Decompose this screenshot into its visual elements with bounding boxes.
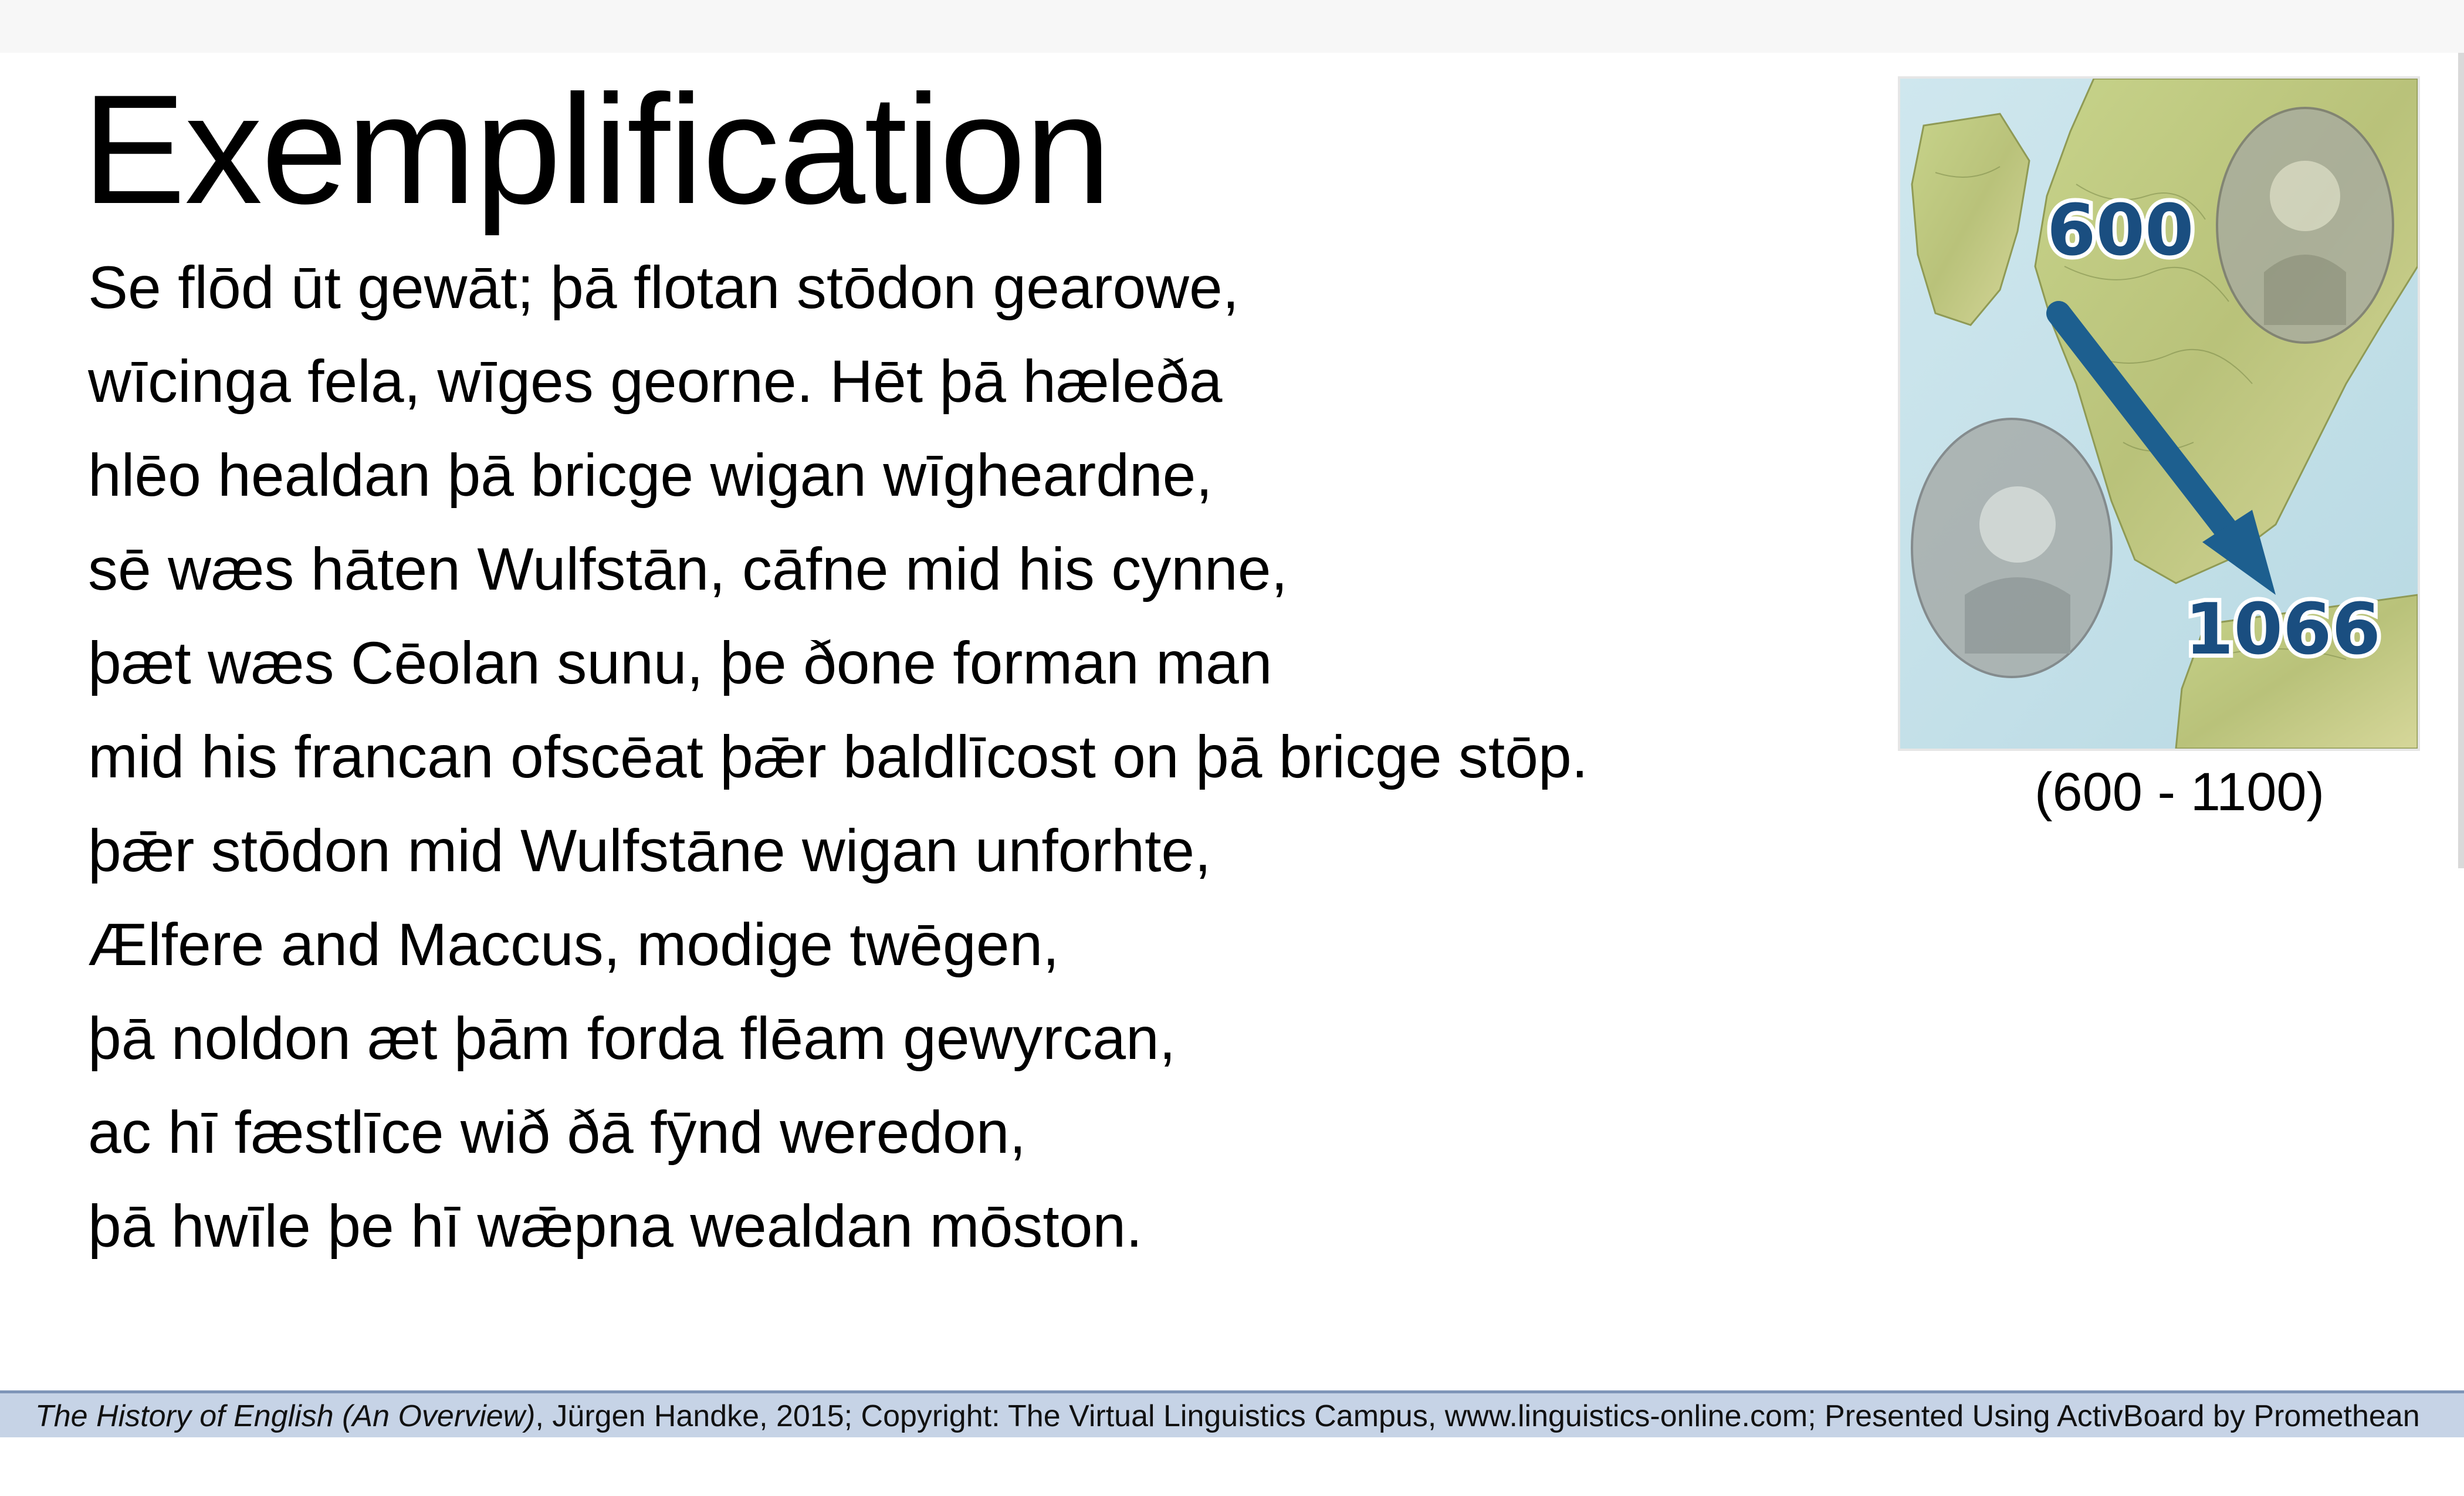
poem-line: wīcinga fela, wīges georne. Hēt þā hæleð…: [88, 348, 1223, 415]
poem-line: þǣr stōdon mid Wulfstāne wigan unforhte,: [88, 817, 1211, 884]
map-caption: (600 - 1100): [2034, 762, 2325, 822]
poem-line: Ælfere and Maccus, modige twēgen,: [88, 911, 1060, 978]
map-label-1066-outline: 1066: [2185, 589, 2381, 671]
footer-credits: The History of English (An Overview), Jü…: [35, 1397, 2420, 1436]
top-band: [0, 0, 2464, 53]
footer-credit-text: , Jürgen Handke, 2015; Copyright: The Vi…: [535, 1399, 2420, 1433]
poem-line: mid his francan ofscēat þǣr baldlīcost o…: [88, 723, 1589, 790]
footer-book-title: The History of English (An Overview): [35, 1399, 536, 1433]
map-label-600-outline: 600: [2047, 190, 2194, 272]
slide-title: Exemplification: [82, 63, 1111, 236]
poem-text: Se flōd ūt gewāt; þā flotan stōdon gearo…: [88, 241, 1588, 1273]
poem-line: Se flōd ūt gewāt; þā flotan stōdon gearo…: [88, 254, 1240, 321]
poem-line: þā noldon æt þām forda flēam gewyrcan,: [88, 1005, 1176, 1072]
poem-line: ac hī fæstlīce wið ðā fȳnd weredon,: [88, 1099, 1026, 1166]
slide-edge: [2458, 53, 2464, 868]
period-map-image: 600 600 1066 1066: [1898, 76, 2420, 751]
poem-line: sē wæs hāten Wulfstān, cāfne mid his cyn…: [88, 536, 1288, 603]
map-label-600: 600: [2047, 190, 2194, 272]
poem-line: þæt wæs Cēolan sunu, þe ðone forman man: [88, 629, 1272, 696]
footer-bar: The History of English (An Overview), Jü…: [0, 1390, 2464, 1437]
poem-line: hlēo healdan þā bricge wigan wīgheardne,: [88, 442, 1213, 509]
map-label-1066: 1066: [2185, 589, 2381, 671]
poem-line: þā hwīle þe hī wǣpna wealdan mōston.: [88, 1193, 1143, 1260]
